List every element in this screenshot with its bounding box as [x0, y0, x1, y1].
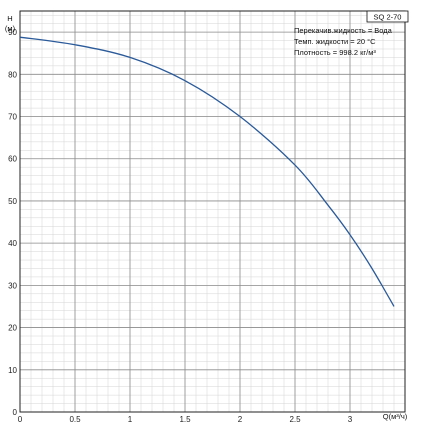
plot-frame: [19, 10, 406, 413]
y-tick-label: 70: [8, 113, 17, 122]
x-axis-label: Q(м³/ч): [383, 412, 408, 421]
y-tick-label: 80: [8, 70, 17, 79]
info-line-density: Плотность = 998.2 кг/м³: [294, 48, 376, 57]
y-axis-label-unit: (м): [5, 24, 16, 33]
y-tick-label: 50: [8, 197, 17, 206]
x-tick-label: 2.5: [289, 415, 301, 424]
curve-layer: [19, 36, 395, 307]
x-tick-label: 3: [348, 415, 353, 424]
y-tick-label: 40: [8, 239, 17, 248]
pump-curve-line: [19, 36, 395, 307]
model-label-box: [366, 10, 409, 23]
x-tick-label: 0: [18, 415, 23, 424]
x-tick-label: 0.5: [69, 415, 81, 424]
y-tick-label: 30: [8, 281, 17, 290]
y-axis-label-h: H: [7, 14, 12, 23]
y-tick-label: 90: [8, 28, 17, 37]
y-tick-label: 60: [8, 155, 17, 164]
grid: [19, 10, 406, 413]
x-tick-label: 2: [238, 415, 243, 424]
model-label: SQ 2-70: [374, 13, 402, 22]
info-line-liquid: Перекачив.жидкость = Вода: [294, 26, 393, 35]
x-tick-label: 1: [128, 415, 133, 424]
y-tick-label: 10: [8, 366, 17, 375]
y-tick-label: 0: [13, 408, 18, 417]
x-tick-label: 1.5: [179, 415, 191, 424]
info-line-temperature: Темп. жидкости = 20 °C: [294, 37, 376, 46]
y-tick-label: 20: [8, 324, 17, 333]
